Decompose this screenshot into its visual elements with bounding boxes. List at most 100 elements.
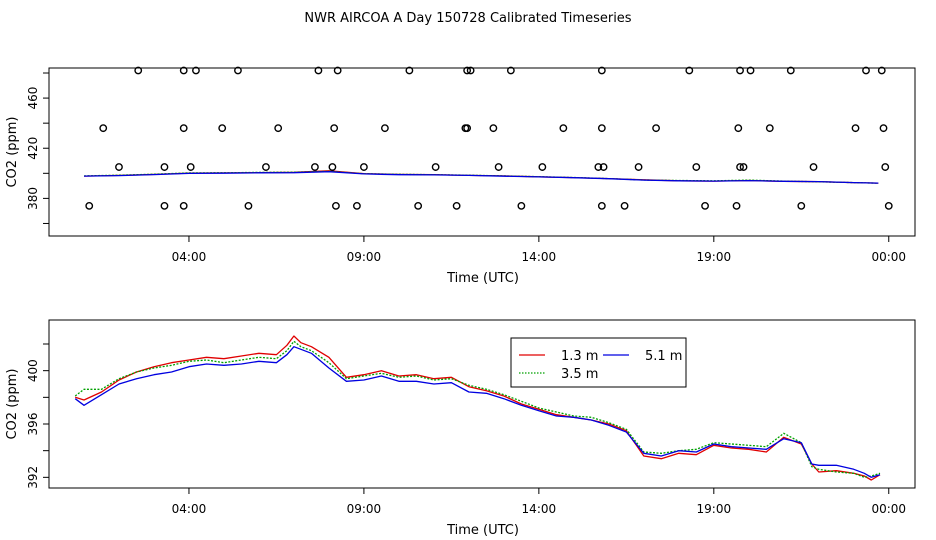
cal-point [746,66,755,75]
top-x-axis-label: Time (UTC) [446,271,519,286]
cal-point [99,124,108,133]
cal-point [786,66,795,75]
cal-point [879,124,888,133]
cal-point [452,202,461,210]
cal-point [328,163,337,171]
bottom-y-tick-label: 392 [26,466,40,489]
top-x-axis: 04:00 09:00 14:00 19:00 00:00 [172,236,906,264]
top-x-tick-label: 04:00 [172,250,207,264]
cal-point [594,163,603,171]
bottom-panel: 392 396 400 04:00 09:00 14:00 19:00 00:00 Time… [5,319,916,538]
cal-point [506,66,515,75]
top-x-tick-label: 09:00 [347,250,382,264]
cal-point [414,202,423,210]
cal-point [330,124,339,133]
cal-point [179,66,188,75]
cal-point [881,163,890,171]
cal-point [311,163,319,171]
bottom-y-axis-label: CO2 (ppm) [5,368,20,439]
top-y-tick-label: 420 [26,137,40,160]
bottom-x-tick-label: 00:00 [871,502,906,516]
cal-point [179,124,188,133]
cal-point [559,124,568,133]
legend-label-3-5m: 3.5 m [561,367,598,382]
cal-point [274,124,283,133]
cal-point [244,202,253,210]
cal-point [218,124,227,133]
bottom-series-5-1-m [74,346,881,478]
cal-point [353,202,361,210]
top-y-axis-label: CO2 (ppm) [5,116,20,187]
bottom-x-axis-label: Time (UTC) [446,523,519,538]
cal-point [360,163,368,171]
top-x-tick-label: 19:00 [697,250,732,264]
cal-point [739,163,748,171]
figure-title: NWR AIRCOA A Day 150728 Calibrated Times… [304,11,631,26]
cal-point [884,202,893,210]
legend: 1.3 m 5.1 m 3.5 m [510,337,687,388]
bottom-plot-frame [48,319,916,489]
legend-box [510,337,687,388]
cal-point [597,124,606,133]
top-y-tick-label: 380 [26,187,40,210]
bottom-x-tick-label: 09:00 [347,502,382,516]
top-series-5-1-m [83,171,879,184]
cal-point [652,124,660,133]
cal-point [634,163,643,171]
bottom-x-tick-label: 19:00 [697,502,732,516]
cal-point [517,202,526,210]
bottom-y-tick-label: 400 [26,359,40,382]
cal-point [134,66,143,75]
bottom-x-tick-label: 14:00 [522,502,557,516]
top-y-axis: 380 420 460 [26,72,49,224]
cal-point [332,202,340,210]
cal-point [599,163,608,171]
top-x-tick-label: 14:00 [522,250,557,264]
cal-point [466,66,475,75]
cal-point [489,124,498,133]
cal-point [685,66,694,75]
cal-point [797,202,806,210]
cal-point [405,66,414,75]
legend-label-5-1m: 5.1 m [645,349,682,364]
cal-point [494,163,503,171]
cal-point [732,202,741,210]
legend-label-1-3m: 1.3 m [561,349,598,364]
cal-point [692,163,701,171]
cal-point [85,202,94,210]
cal-point [736,66,744,75]
cal-point [234,66,242,75]
cal-point [597,202,606,210]
cal-point [179,202,188,210]
cal-point [115,163,123,171]
cal-point [765,124,774,133]
cal-point [620,202,629,210]
cal-point [314,66,323,75]
bottom-x-axis: 04:00 09:00 14:00 19:00 00:00 [172,488,906,516]
cal-point [736,163,744,171]
top-panel: 380 420 460 04:00 09:00 14:00 19:00 00:00 Time… [5,66,916,286]
bottom-series-3-5-m [74,340,881,478]
top-y-tick-label: 460 [26,87,40,110]
cal-point [877,66,886,75]
cal-point [597,66,606,75]
cal-point [381,124,389,133]
cal-point [862,66,870,75]
top-x-tick-label: 00:00 [871,250,906,264]
bottom-series-1-3-m [75,335,881,481]
cal-point [463,124,472,133]
bottom-x-tick-label: 04:00 [172,502,207,516]
bottom-y-tick-label: 396 [26,413,40,436]
cal-point [851,124,860,133]
cal-point [734,124,743,133]
bottom-y-axis: 392 396 400 [26,343,49,489]
bottom-series-lines [74,335,881,481]
top-plot-frame [48,67,916,237]
cal-point [463,66,472,75]
cal-point [701,202,709,210]
cal-point [333,66,342,75]
cal-point [538,163,547,171]
cal-point [160,202,169,210]
cal-point [160,163,169,171]
